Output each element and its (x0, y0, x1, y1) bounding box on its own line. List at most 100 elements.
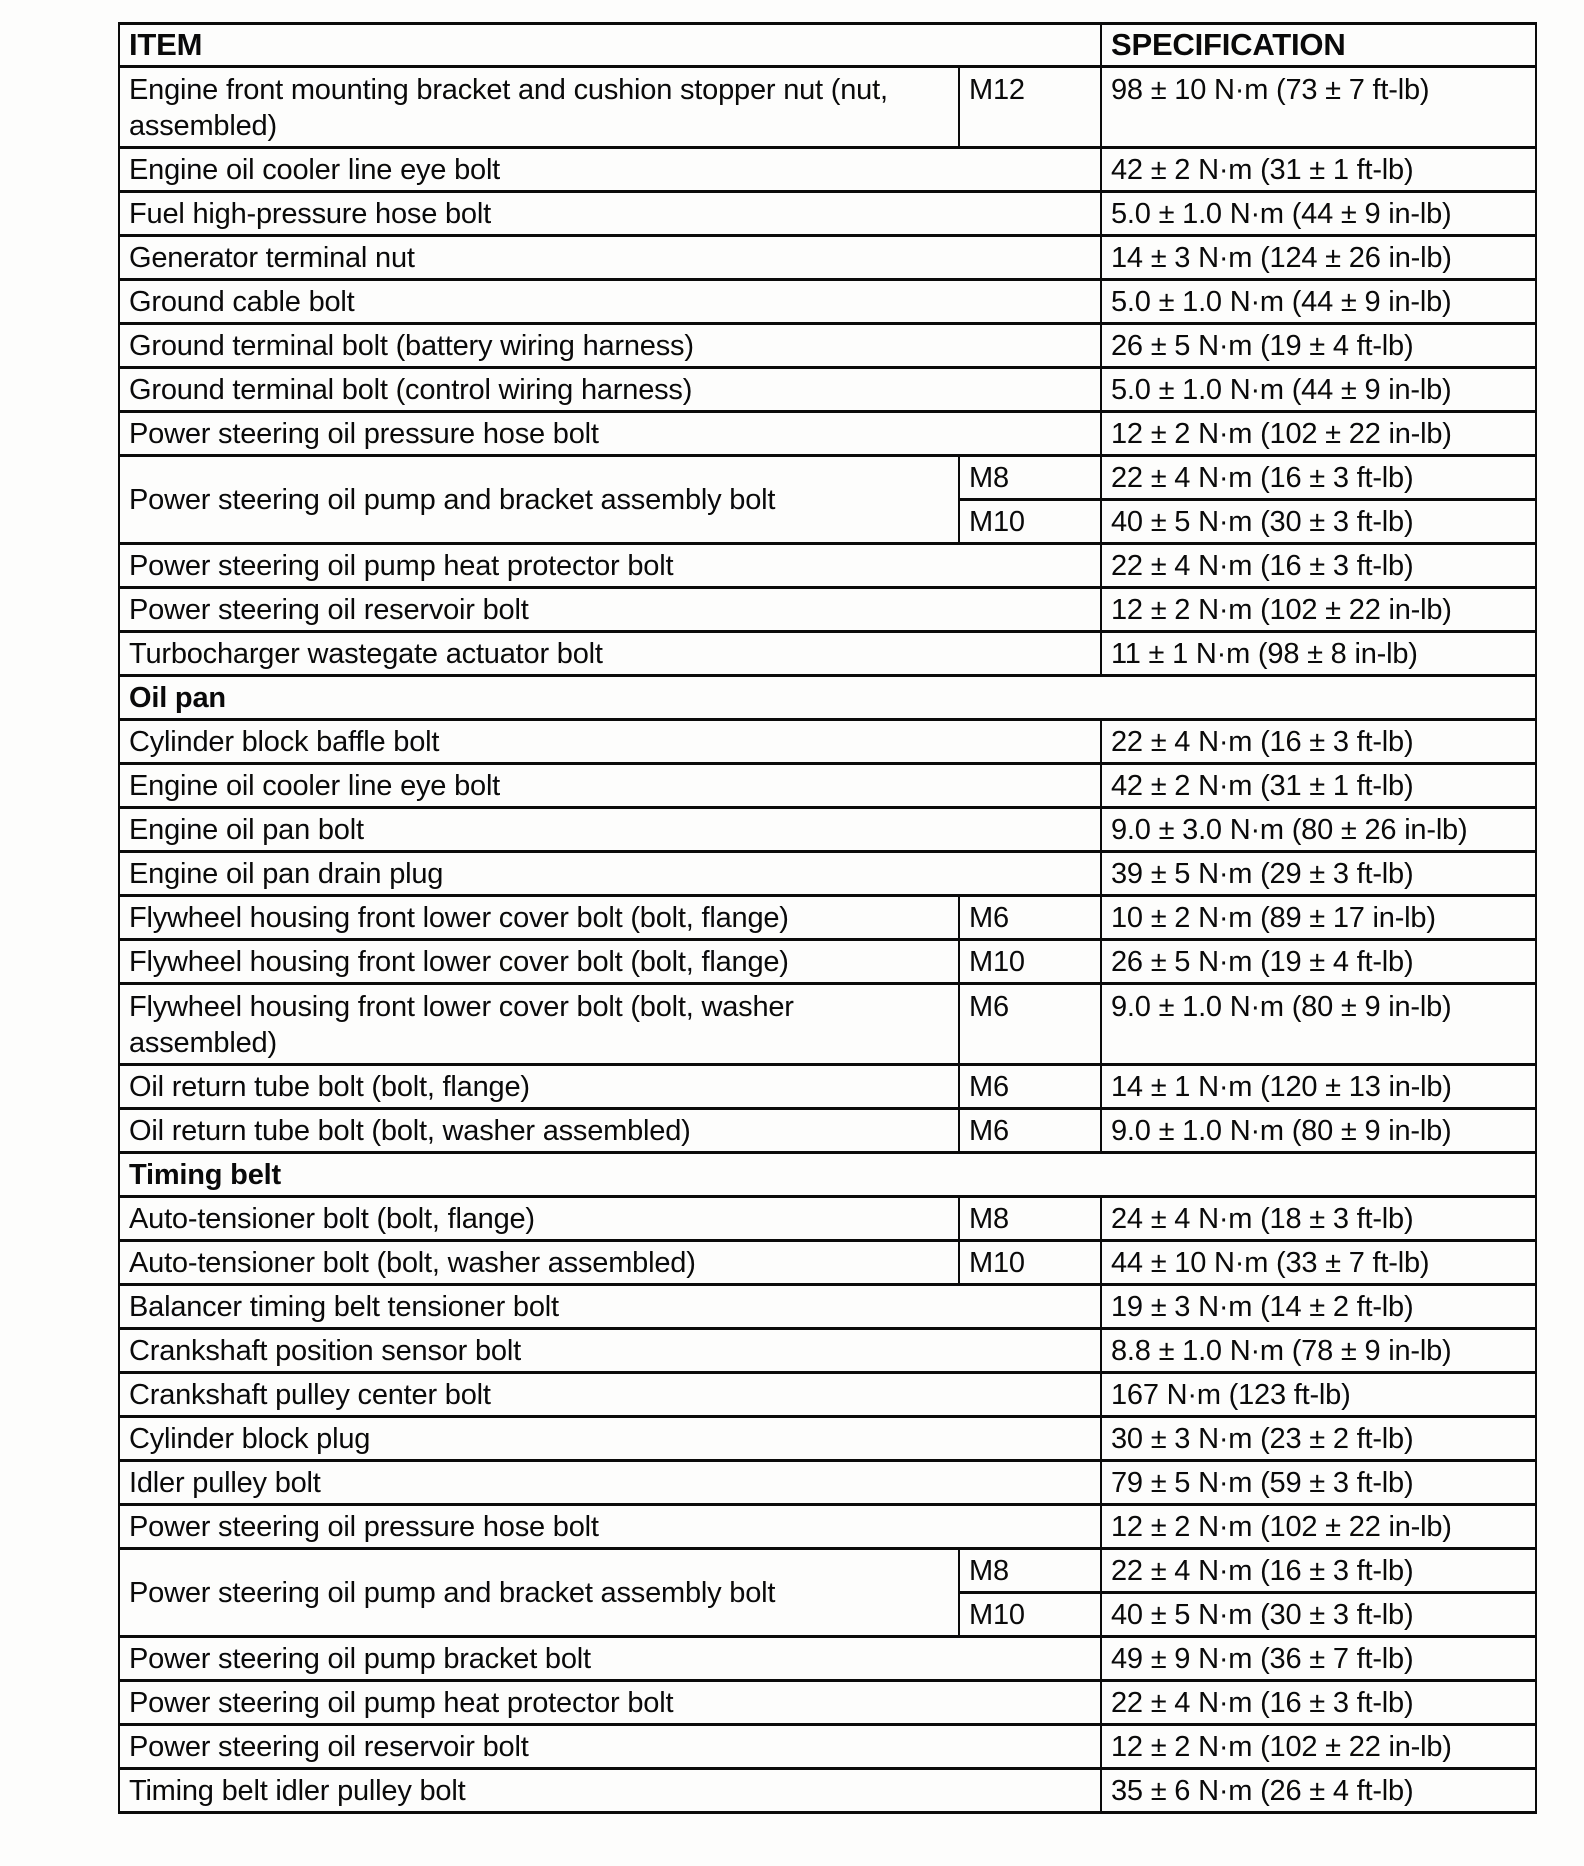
table-row: Engine oil cooler line eye bolt 42 ± 2 N·… (118, 146, 1537, 193)
item-cell: Oil return tube bolt (bolt, washer assem… (118, 1107, 960, 1154)
table-row: Engine oil cooler line eye bolt 42 ± 2 N·… (118, 762, 1537, 809)
spec-cell: 40 ± 5 N·m (30 ± 3 ft-lb) (1100, 1591, 1537, 1638)
item-cell: Auto-tensioner bolt (bolt, flange) (118, 1195, 960, 1242)
item-cell: Crankshaft pulley center bolt (118, 1371, 1102, 1418)
item-cell: Power steering oil pump heat protector b… (118, 1679, 1102, 1726)
spec-cell: 79 ± 5 N·m (59 ± 3 ft-lb) (1100, 1459, 1537, 1506)
table-row: Flywheel housing front lower cover bolt … (118, 982, 1537, 1066)
item-cell: Ground terminal bolt (control wiring har… (118, 366, 1102, 413)
size-cell: M8 (958, 454, 1102, 501)
table-row: Oil return tube bolt (bolt, washer assem… (118, 1107, 1537, 1154)
table-row: Timing belt idler pulley bolt 35 ± 6 N·m … (118, 1767, 1537, 1814)
spec-cell: 22 ± 4 N·m (16 ± 3 ft-lb) (1100, 1679, 1537, 1726)
spec-cell: 5.0 ± 1.0 N·m (44 ± 9 in-lb) (1100, 278, 1537, 325)
table-row: Engine oil pan drain plug 39 ± 5 N·m (29 … (118, 850, 1537, 897)
spec-cell: 35 ± 6 N·m (26 ± 4 ft-lb) (1100, 1767, 1537, 1814)
table-row: Cylinder block plug 30 ± 3 N·m (23 ± 2 ft… (118, 1415, 1537, 1462)
item-cell: Idler pulley bolt (118, 1459, 1102, 1506)
item-cell: Power steering oil pump and bracket asse… (118, 1547, 960, 1638)
torque-spec-table: ITEM SPECIFICATION Engine front mounting… (118, 22, 1537, 1814)
spec-cell: 14 ± 1 N·m (120 ± 13 in-lb) (1100, 1063, 1537, 1110)
item-cell: Turbocharger wastegate actuator bolt (118, 630, 1102, 677)
table-row: Engine oil pan bolt 9.0 ± 3.0 N·m (80 ± 2… (118, 806, 1537, 853)
item-cell: Generator terminal nut (118, 234, 1102, 281)
spec-column-header: SPECIFICATION (1100, 22, 1537, 68)
item-cell: Flywheel housing front lower cover bolt … (118, 938, 960, 985)
table-row: Power steering oil pump bracket bolt 49 ±… (118, 1635, 1537, 1682)
size-cell: M6 (958, 1107, 1102, 1154)
table-row: Generator terminal nut 14 ± 3 N·m (124 ± … (118, 234, 1537, 281)
item-cell: Ground cable bolt (118, 278, 1102, 325)
section-label: Oil pan (118, 674, 1537, 721)
table-row: Power steering oil pump and bracket asse… (118, 1547, 1537, 1638)
spec-cell: 39 ± 5 N·m (29 ± 3 ft-lb) (1100, 850, 1537, 897)
size-cell: M10 (958, 938, 1102, 985)
spec-cell: 11 ± 1 N·m (98 ± 8 in-lb) (1100, 630, 1537, 677)
size-cell: M12 (958, 65, 1102, 149)
table-row: Crankshaft position sensor bolt 8.8 ± 1.0… (118, 1327, 1537, 1374)
item-cell: Power steering oil pressure hose bolt (118, 1503, 1102, 1550)
item-column-header: ITEM (118, 22, 1102, 68)
table-row: Power steering oil pump heat protector b… (118, 542, 1537, 589)
spec-cell: 167 N·m (123 ft-lb) (1100, 1371, 1537, 1418)
spec-cell: 5.0 ± 1.0 N·m (44 ± 9 in-lb) (1100, 366, 1537, 413)
item-cell: Power steering oil pump bracket bolt (118, 1635, 1102, 1682)
spec-cell: 14 ± 3 N·m (124 ± 26 in-lb) (1100, 234, 1537, 281)
spec-cell: 42 ± 2 N·m (31 ± 1 ft-lb) (1100, 762, 1537, 809)
table-row: Cylinder block baffle bolt 22 ± 4 N·m (16… (118, 718, 1537, 765)
spec-cell: 24 ± 4 N·m (18 ± 3 ft-lb) (1100, 1195, 1537, 1242)
table-row: Turbocharger wastegate actuator bolt 11 ±… (118, 630, 1537, 677)
table-row: Power steering oil pressure hose bolt 12 … (118, 410, 1537, 457)
spec-cell: 10 ± 2 N·m (89 ± 17 in-lb) (1100, 894, 1537, 941)
spec-cell: 42 ± 2 N·m (31 ± 1 ft-lb) (1100, 146, 1537, 193)
size-cell: M6 (958, 894, 1102, 941)
spec-cell: 12 ± 2 N·m (102 ± 22 in-lb) (1100, 1723, 1537, 1770)
table-row: Balancer timing belt tensioner bolt 19 ± … (118, 1283, 1537, 1330)
spec-cell: 22 ± 4 N·m (16 ± 3 ft-lb) (1100, 454, 1537, 501)
item-cell: Engine oil pan bolt (118, 806, 1102, 853)
item-cell: Power steering oil pressure hose bolt (118, 410, 1102, 457)
size-cell: M10 (958, 1591, 1102, 1638)
spec-cell: 26 ± 5 N·m (19 ± 4 ft-lb) (1100, 322, 1537, 369)
item-cell: Power steering oil reservoir bolt (118, 1723, 1102, 1770)
table-row: Idler pulley bolt 79 ± 5 N·m (59 ± 3 ft-l… (118, 1459, 1537, 1506)
table-row: Crankshaft pulley center bolt 167 N·m (12… (118, 1371, 1537, 1418)
table-row: Auto-tensioner bolt (bolt, washer assemb… (118, 1239, 1537, 1286)
table-row: Oil return tube bolt (bolt, flange) M6 14 … (118, 1063, 1537, 1110)
section-row: Oil pan (118, 674, 1537, 721)
item-cell: Timing belt idler pulley bolt (118, 1767, 1102, 1814)
spec-cell: 44 ± 10 N·m (33 ± 7 ft-lb) (1100, 1239, 1537, 1286)
size-cell: M8 (958, 1195, 1102, 1242)
item-cell: Cylinder block baffle bolt (118, 718, 1102, 765)
item-cell: Fuel high-pressure hose bolt (118, 190, 1102, 237)
size-cell: M10 (958, 1239, 1102, 1286)
item-cell: Flywheel housing front lower cover bolt … (118, 894, 960, 941)
item-cell: Power steering oil pump heat protector b… (118, 542, 1102, 589)
table-row: Engine front mounting bracket and cushio… (118, 65, 1537, 149)
item-cell: Crankshaft position sensor bolt (118, 1327, 1102, 1374)
item-cell: Power steering oil pump and bracket asse… (118, 454, 960, 545)
table-row: Ground terminal bolt (control wiring har… (118, 366, 1537, 413)
table-row: Auto-tensioner bolt (bolt, flange) M8 24 ±… (118, 1195, 1537, 1242)
spec-cell: 12 ± 2 N·m (102 ± 22 in-lb) (1100, 410, 1537, 457)
spec-cell: 9.0 ± 1.0 N·m (80 ± 9 in-lb) (1100, 1107, 1537, 1154)
spec-cell: 22 ± 4 N·m (16 ± 3 ft-lb) (1100, 542, 1537, 589)
spec-cell: 8.8 ± 1.0 N·m (78 ± 9 in-lb) (1100, 1327, 1537, 1374)
size-cell: M10 (958, 498, 1102, 545)
spec-cell: 12 ± 2 N·m (102 ± 22 in-lb) (1100, 586, 1537, 633)
table-row: Ground terminal bolt (battery wiring har… (118, 322, 1537, 369)
spec-cell: 12 ± 2 N·m (102 ± 22 in-lb) (1100, 1503, 1537, 1550)
table-row: Fuel high-pressure hose bolt 5.0 ± 1.0 N·… (118, 190, 1537, 237)
spec-cell: 40 ± 5 N·m (30 ± 3 ft-lb) (1100, 498, 1537, 545)
spec-cell: 22 ± 4 N·m (16 ± 3 ft-lb) (1100, 718, 1537, 765)
size-cell: M8 (958, 1547, 1102, 1594)
item-cell: Engine oil cooler line eye bolt (118, 146, 1102, 193)
spec-cell: 19 ± 3 N·m (14 ± 2 ft-lb) (1100, 1283, 1537, 1330)
table-header-row: ITEM SPECIFICATION (118, 22, 1537, 68)
table-row: M10 40 ± 5 N·m (30 ± 3 ft-lb) (119, 1591, 1537, 1638)
section-label: Timing belt (118, 1151, 1537, 1198)
table-row: Ground cable bolt 5.0 ± 1.0 N·m (44 ± 9 i… (118, 278, 1537, 325)
item-cell: Engine oil cooler line eye bolt (118, 762, 1102, 809)
table-row: Power steering oil reservoir bolt 12 ± 2 … (118, 1723, 1537, 1770)
